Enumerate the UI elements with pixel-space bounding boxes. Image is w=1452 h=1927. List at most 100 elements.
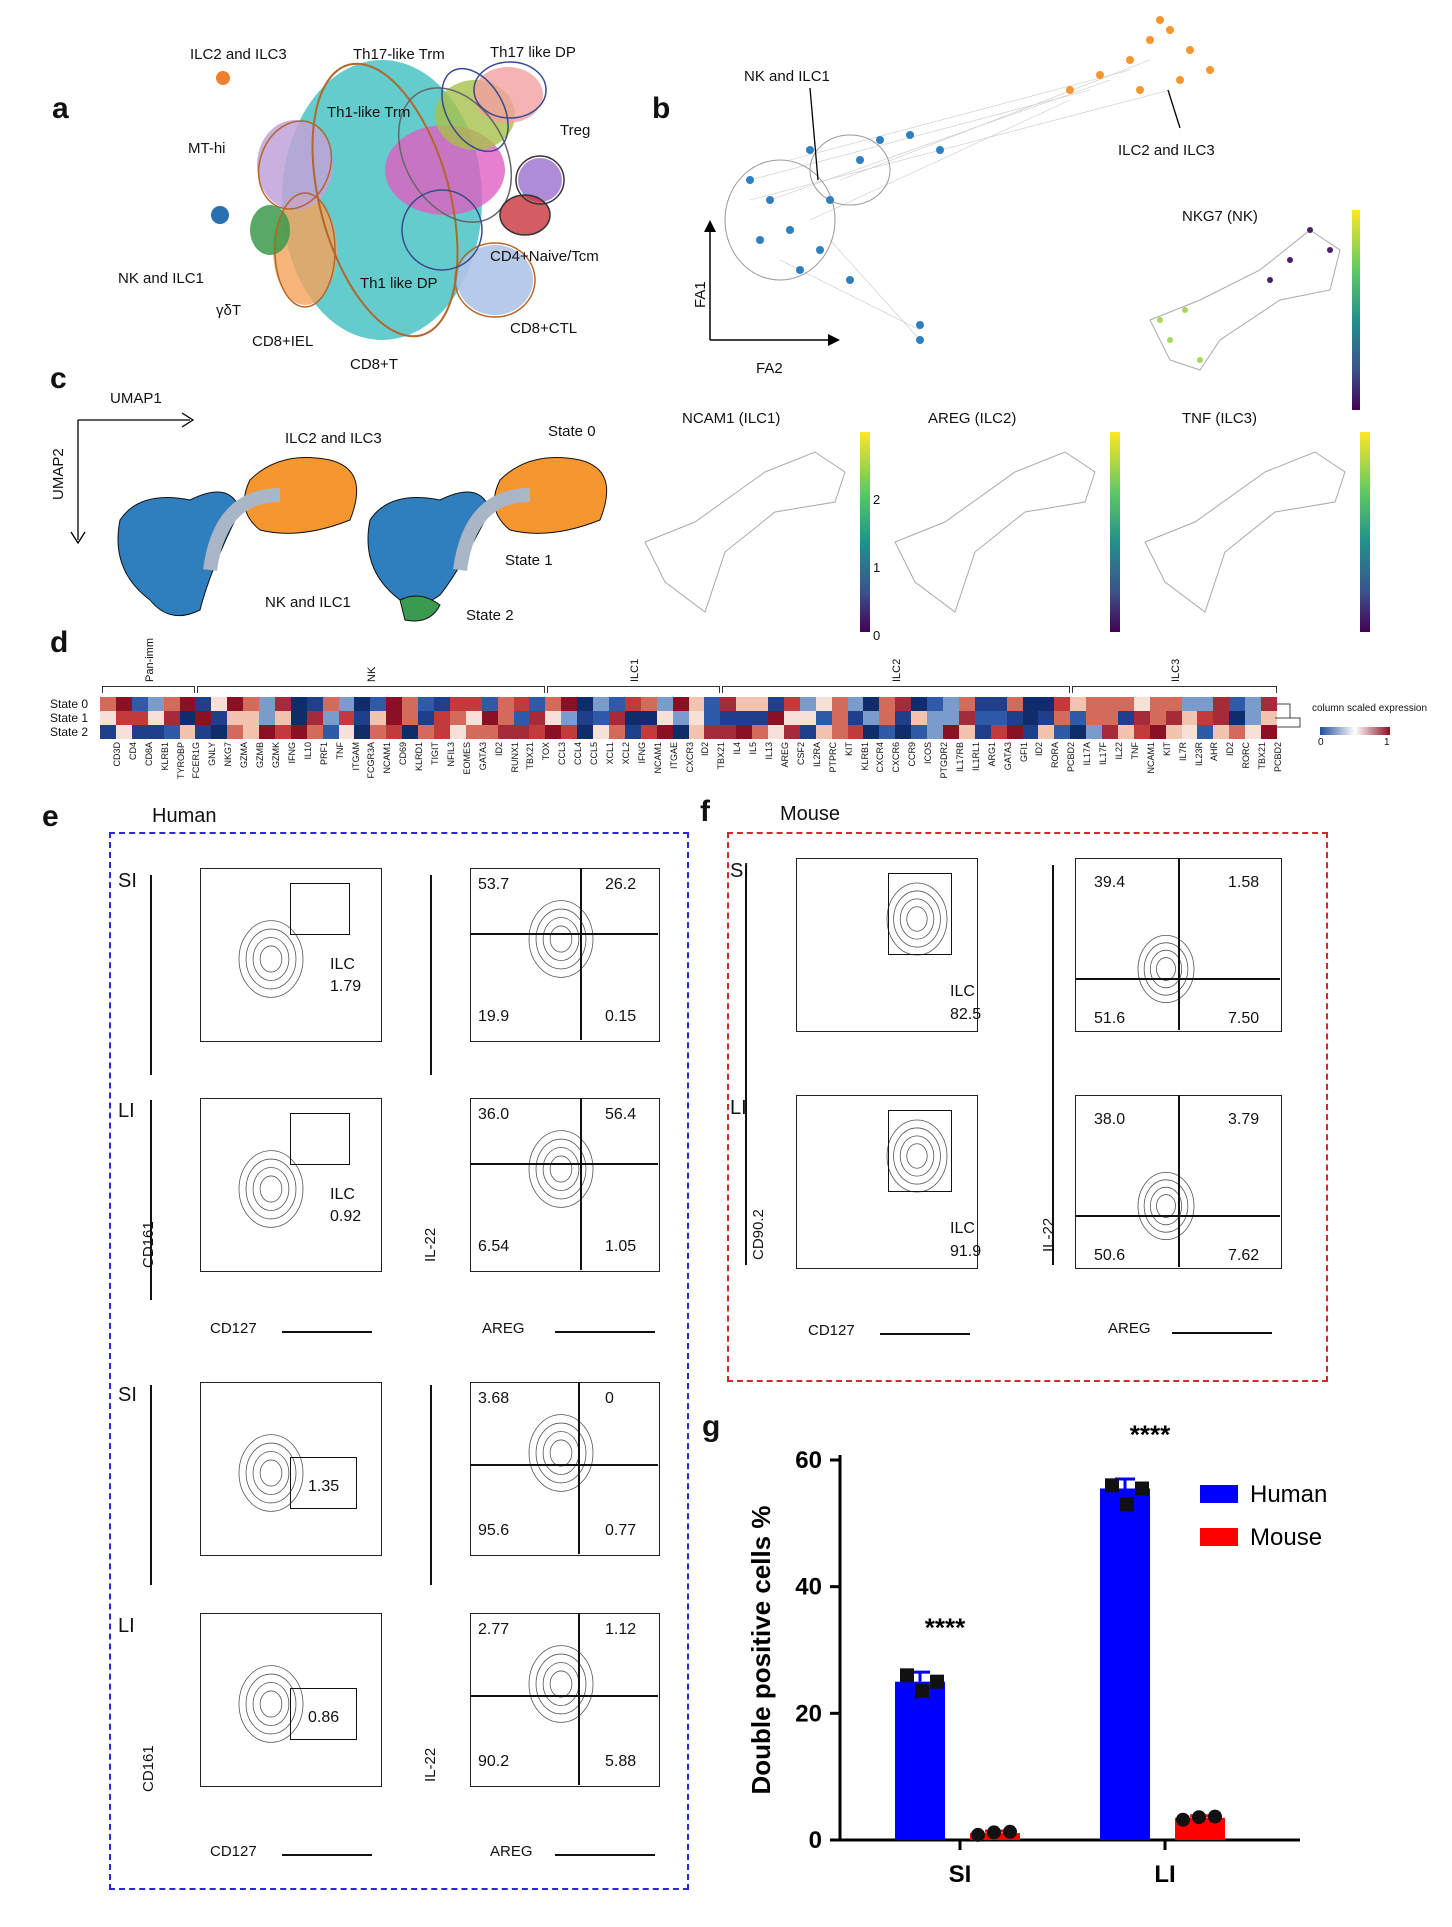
heatmap-cell: [624, 725, 642, 739]
heatmap-cell: [1165, 725, 1183, 739]
gene-label: IL17A: [1082, 742, 1093, 766]
heatmap-cell: [227, 697, 244, 711]
tissue-label: LI: [118, 1100, 135, 1122]
heatmap-cell: [545, 697, 562, 711]
heatmap-cell: [370, 725, 387, 739]
data-point: [915, 1684, 929, 1699]
heatmap-cell: [879, 711, 896, 725]
group-label: Pan-imm: [143, 637, 156, 682]
quadrant-line-h: [470, 1695, 658, 1697]
panel-a-umap: [211, 60, 565, 340]
y-axis-label: IL-22: [422, 1747, 439, 1782]
umap2-label: UMAP2: [50, 448, 67, 500]
heatmap-cell: [879, 725, 896, 739]
heatmap-cell: [1133, 697, 1151, 711]
tissue-label: SI: [730, 860, 749, 882]
inset-title: NKG7 (NK): [1182, 208, 1258, 225]
heatmap-cell: [942, 725, 960, 739]
heatmap-cell: [1261, 725, 1278, 739]
heatmap-cell: [497, 697, 515, 711]
heatmap-cell: [1038, 725, 1055, 739]
heatmap-cell: [799, 711, 817, 725]
heatmap-cell: [1181, 725, 1198, 739]
heatmap-cell: [783, 711, 801, 725]
gene-label: IL1RL1: [970, 742, 981, 772]
quadrant-value: 1.05: [605, 1238, 637, 1255]
gene-label: KLRB1: [859, 742, 870, 771]
flow-plot: [796, 1095, 978, 1269]
heatmap-cell: [163, 697, 180, 711]
quadrant-line-v: [578, 1382, 580, 1554]
heatmap-cell: [672, 711, 689, 725]
heatmap-cell: [115, 725, 133, 739]
heatmap-cell: [322, 711, 340, 725]
gene-label: GFI1: [1018, 742, 1029, 763]
heatmap-cell: [1117, 711, 1135, 725]
heatmap-cell: [863, 697, 880, 711]
cluster-label: Th1 like DP: [360, 275, 438, 292]
y-tick-label: 40: [795, 1574, 822, 1601]
heatmap-cell: [545, 711, 562, 725]
heatmap-group-labels: Pan-imm NK ILC1 ILC2 ILC3: [100, 638, 1280, 693]
heatmap-cell: [593, 697, 610, 711]
heatmap-cell: [306, 711, 324, 725]
gate-value: 1.79: [330, 978, 362, 995]
heatmap-cell: [1165, 711, 1183, 725]
axis-arrow: [430, 875, 432, 1075]
bar: [1100, 1488, 1150, 1840]
heatmap-cell: [402, 711, 419, 725]
heatmap-cell: [704, 725, 721, 739]
umap1-label: UMAP1: [110, 390, 162, 407]
quadrant-value: 6.54: [478, 1238, 510, 1255]
gene-label: IFNG: [286, 742, 297, 764]
heatmap-cell: [354, 711, 371, 725]
quadrant-value: 3.68: [478, 1390, 510, 1407]
quadrant-value: 51.6: [1094, 1010, 1126, 1027]
axis-arrow: [150, 875, 152, 1075]
gene-label: IL17F: [1098, 742, 1109, 766]
gene-label: RUNX1: [509, 742, 520, 773]
heatmap-cell: [179, 697, 196, 711]
heatmap-cell: [163, 711, 180, 725]
heatmap-cell: [449, 711, 467, 725]
heatmap-cell: [879, 697, 896, 711]
heatmap-cell: [783, 697, 801, 711]
y-tick-label: 60: [795, 1447, 822, 1474]
heatmap-cell: [958, 725, 976, 739]
quadrant-value: 0.77: [605, 1522, 637, 1539]
heatmap-cell: [1149, 711, 1167, 725]
data-point: [971, 1827, 985, 1842]
heatmap-cell: [720, 697, 737, 711]
cluster-label: MT-hi: [188, 140, 226, 157]
legend-swatch: [1200, 1528, 1238, 1546]
tissue-label: SI: [118, 870, 137, 892]
heatmap-cell: [1261, 711, 1278, 725]
data-point: [1208, 1809, 1222, 1824]
human-frame: [109, 832, 689, 1890]
heatmap-cell: [942, 697, 960, 711]
heatmap-cell: [1054, 697, 1071, 711]
x-axis-label: AREG: [482, 1320, 525, 1337]
tissue-label: SI: [118, 1384, 137, 1406]
heatmap-cell: [1070, 697, 1087, 711]
heatmap-cell: [418, 711, 435, 725]
heatmap-cell: [831, 697, 849, 711]
heatmap-row-label: State 2: [50, 725, 89, 739]
flow-plot: [470, 868, 660, 1042]
gene-label: KIT: [843, 742, 854, 757]
axis-arrow: [150, 1100, 152, 1300]
heatmap-cell: [958, 697, 976, 711]
state-2-label: State 2: [466, 607, 514, 624]
data-point: [987, 1825, 1001, 1840]
heatmap-cell: [354, 697, 371, 711]
quadrant-line-h: [1075, 1215, 1280, 1217]
gene-label: RORC: [1241, 742, 1252, 769]
heatmap-cell: [497, 725, 515, 739]
data-point: [900, 1668, 914, 1683]
cluster-label: CD4+Naive/Tcm: [490, 248, 599, 265]
heatmap-cell: [306, 725, 324, 739]
y-axis-label: IL-22: [1040, 1217, 1057, 1252]
heatmap-cell: [1102, 711, 1119, 725]
heatmap-cell: [1054, 725, 1071, 739]
fa2-axis-label: FA2: [756, 360, 783, 377]
